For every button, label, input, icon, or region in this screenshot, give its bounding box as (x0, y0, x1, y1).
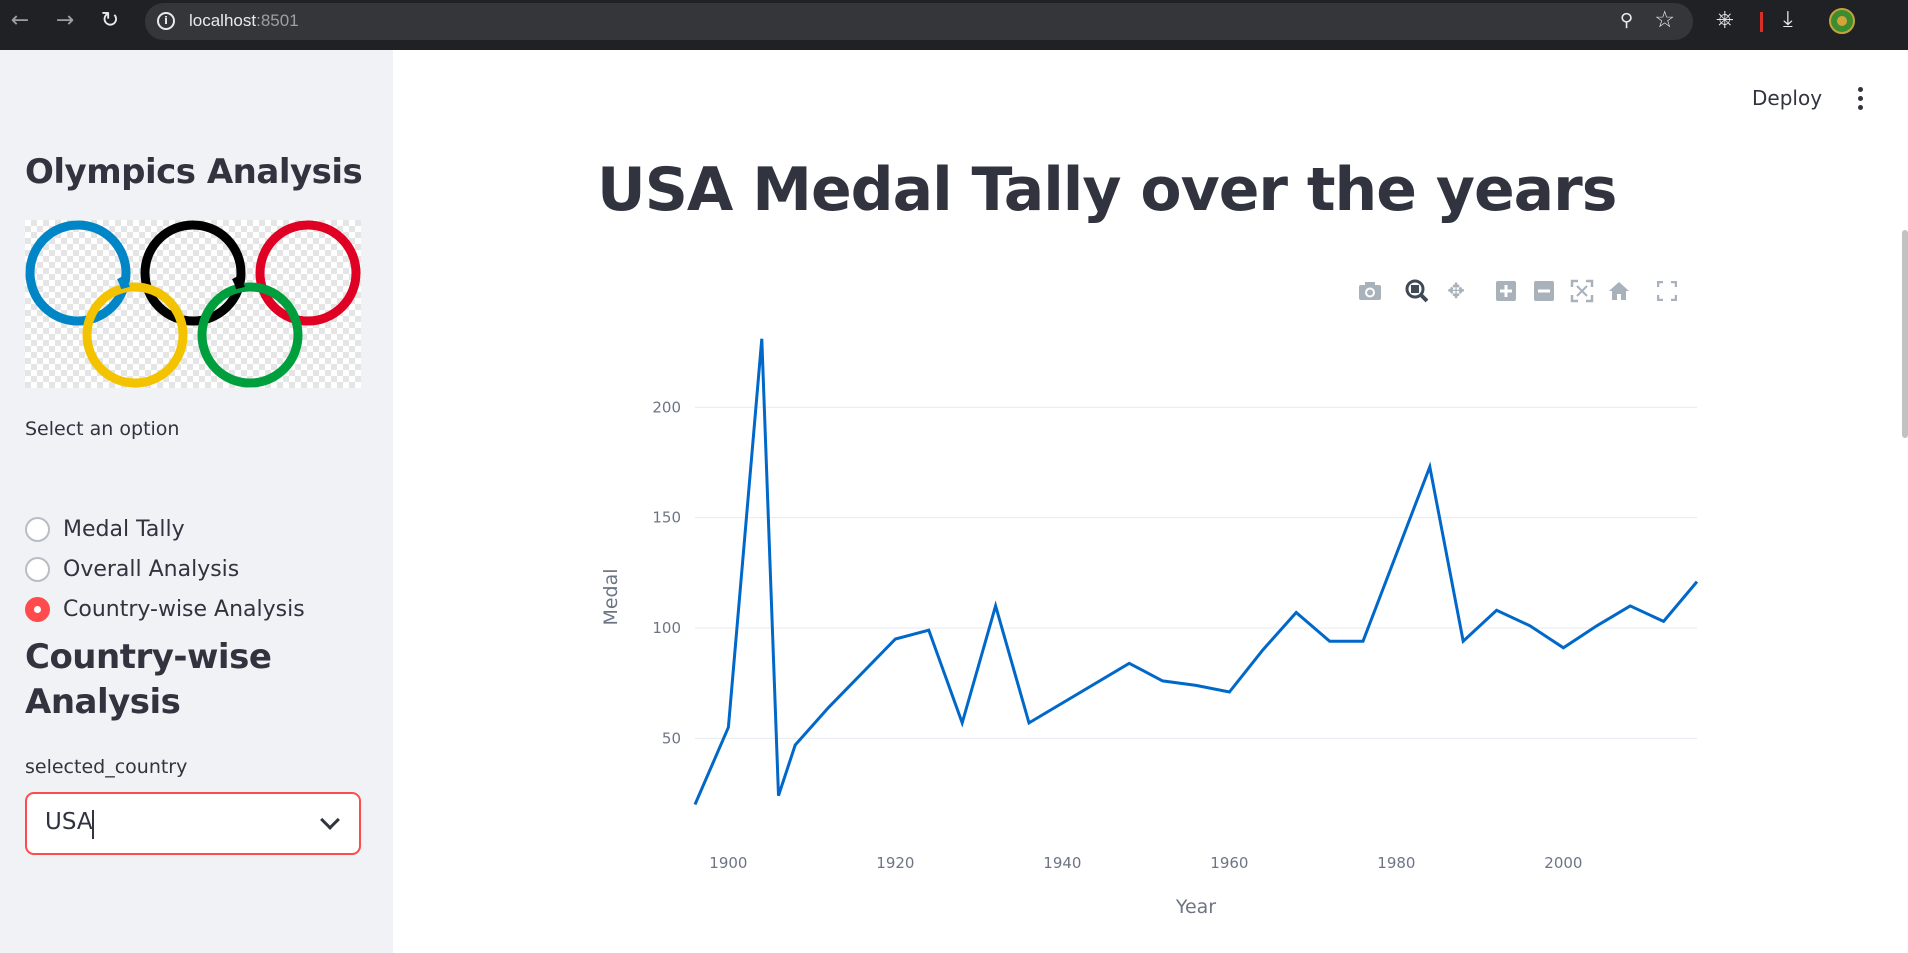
bookmark-star-icon[interactable]: ☆ (1654, 7, 1675, 33)
x-tick-label: 1940 (1043, 854, 1081, 872)
zoom-icon[interactable]: ⚲ (1619, 10, 1633, 31)
y-tick-label: 50 (662, 729, 681, 747)
data-point (1359, 637, 1367, 645)
data-point (1459, 637, 1467, 645)
sidebar-title: Olympics Analysis (25, 152, 363, 192)
x-tick-label: 1980 (1377, 854, 1415, 872)
radio-country-wise-analysis[interactable]: Country-wise Analysis (25, 594, 305, 624)
radio-button-icon[interactable] (25, 516, 50, 542)
deploy-button[interactable]: Deploy (1752, 86, 1823, 110)
radio-medal-tally[interactable]: Medal Tally (25, 514, 185, 544)
section-heading: Country-wise Analysis (25, 637, 272, 722)
data-point (775, 792, 783, 800)
data-point (1693, 578, 1701, 586)
data-point (1426, 463, 1434, 471)
data-point (1259, 646, 1267, 654)
olympic-rings-logo (25, 220, 361, 388)
data-point (958, 719, 966, 727)
country-select[interactable]: USA (25, 792, 361, 855)
data-point (1493, 606, 1501, 614)
more-menu-icon[interactable] (1850, 84, 1870, 114)
site-info-icon[interactable]: i (157, 12, 175, 30)
medal-series-line (693, 338, 1699, 806)
radio-label-overall-analysis: Overall Analysis (63, 556, 240, 582)
data-point (1660, 617, 1668, 625)
text-cursor (92, 810, 94, 839)
y-tick-label: 200 (652, 398, 681, 416)
select-value[interactable]: USA (45, 809, 93, 835)
address-bar[interactable]: i localhost:8501 ⚲ ☆ (145, 3, 1693, 40)
radio-label-medal-tally: Medal Tally (63, 516, 185, 542)
chart-modebar: ✥ (1355, 276, 1695, 306)
data-point (1559, 644, 1567, 652)
reload-icon[interactable]: ↻ (100, 8, 120, 33)
scrollbar[interactable] (1902, 230, 1908, 438)
extensions-icon[interactable]: ⎈ (1716, 7, 1734, 32)
x-tick-label: 1900 (709, 854, 747, 872)
data-point (1159, 677, 1167, 685)
radio-button-selected-icon[interactable] (25, 596, 50, 622)
data-point (758, 335, 766, 343)
y-tick-label: 150 (652, 509, 681, 527)
chevron-down-icon[interactable] (320, 810, 340, 830)
page-title: USA Medal Tally over the years (597, 155, 1617, 225)
data-point (1626, 602, 1634, 610)
data-point (825, 703, 833, 711)
data-point (1593, 622, 1601, 630)
data-point (1125, 659, 1133, 667)
back-icon[interactable]: ← (10, 8, 30, 33)
download-icon[interactable]: ⤓ (1783, 7, 1793, 32)
camera-icon[interactable] (1355, 276, 1385, 306)
data-point (1292, 609, 1300, 617)
data-point (1025, 719, 1033, 727)
browser-toolbar: ← → ↻ i localhost:8501 ⚲ ☆ ⎈ ⤓ (0, 0, 1908, 50)
data-point (1225, 688, 1233, 696)
fullscreen-icon[interactable] (1652, 276, 1682, 306)
data-point (891, 635, 899, 643)
select-label: selected_country (25, 756, 188, 778)
medal-line-chart[interactable]: 50 100 150 200 1900 1920 1940 1960 1980 2000 Year M… (590, 330, 1720, 930)
data-point (992, 602, 1000, 610)
chart-svg[interactable]: 50 100 150 200 1900 1920 1940 1960 1980 2000 Year M… (590, 330, 1720, 930)
x-tick-label: 2000 (1544, 854, 1582, 872)
data-point (925, 626, 933, 634)
profile-avatar[interactable] (1829, 8, 1855, 34)
radio-group-label: Select an option (25, 418, 180, 440)
url-text[interactable]: localhost:8501 (189, 11, 299, 30)
radio-button-icon[interactable] (25, 556, 50, 582)
radio-overall-analysis[interactable]: Overall Analysis (25, 554, 239, 584)
data-point (1526, 622, 1534, 630)
autoscale-icon[interactable] (1567, 276, 1597, 306)
zoom-icon[interactable] (1402, 276, 1432, 306)
y-axis-title: Medal (600, 568, 622, 625)
data-point (724, 723, 732, 731)
zoom-out-icon[interactable] (1529, 276, 1559, 306)
radio-label-country-wise-analysis: Country-wise Analysis (63, 596, 305, 622)
y-tick-label: 100 (652, 619, 681, 637)
extension-indicator (1760, 12, 1763, 32)
pan-icon[interactable]: ✥ (1447, 279, 1465, 303)
x-tick-label: 1960 (1210, 854, 1248, 872)
reset-axes-home-icon[interactable] (1604, 276, 1634, 306)
data-point (1192, 681, 1200, 689)
forward-icon[interactable]: → (55, 8, 75, 33)
data-point (691, 801, 699, 809)
data-point (1326, 637, 1334, 645)
x-tick-label: 1920 (876, 854, 914, 872)
x-axis-title: Year (1175, 896, 1216, 918)
zoom-in-icon[interactable] (1491, 276, 1521, 306)
data-point (791, 741, 799, 749)
